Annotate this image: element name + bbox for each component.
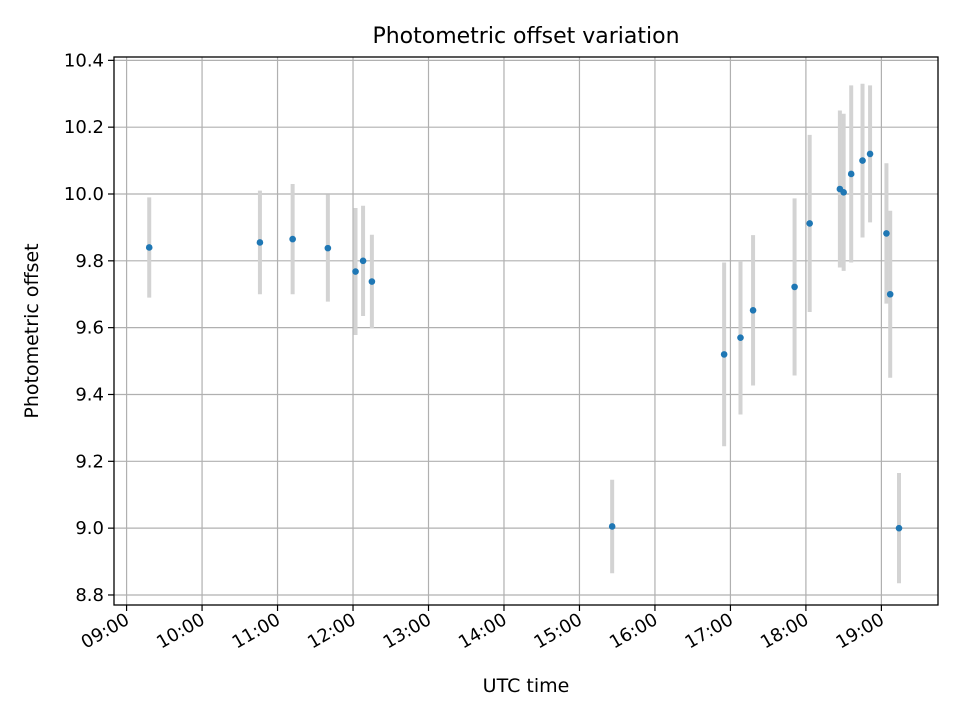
data-point [866,150,874,158]
y-axis: 8.8 9.0 9.2 9.4 9.6 9.8 10.0 10.2 10.4 [64,50,114,606]
data-point [791,283,798,291]
data-point [720,351,728,358]
y-tick-label: 10.2 [64,117,104,138]
x-tick-label: 18:00 [757,609,812,653]
y-tick-label: 9.6 [75,318,104,339]
x-tick-label: 09:00 [78,609,133,653]
chart-title: Photometric offset variation [372,24,679,49]
data-point [895,524,903,532]
y-tick-label: 9.4 [75,384,104,405]
y-tick-label: 10.0 [64,184,104,205]
x-tick-label: 10:00 [153,609,208,653]
x-tick-label: 14:00 [455,609,510,653]
x-tick-label: 15:00 [531,609,586,653]
grid [114,57,938,605]
plot-frame [113,56,939,606]
y-tick-label: 9.2 [75,451,104,472]
data-point [368,278,376,285]
x-tick-label: 12:00 [304,609,359,653]
x-axis-title: UTC time [483,675,570,697]
data-point [289,235,296,243]
x-tick-label: 13:00 [380,609,435,653]
data-point [352,268,359,275]
data-point [806,220,813,227]
x-tick-label: 19:00 [832,609,887,653]
y-tick-label: 10.4 [64,50,104,71]
y-tick-label: 9.8 [75,251,104,272]
plot-background [114,57,938,605]
data-point [145,244,153,251]
data-points [145,150,903,532]
x-tick-label: 16:00 [606,609,661,653]
data-point [324,244,332,252]
x-tick-label: 17:00 [682,609,737,653]
data-point [847,170,855,178]
data-point [749,306,757,314]
data-point [737,334,744,341]
data-point [886,290,894,298]
x-tick-label: 11:00 [229,609,284,653]
y-axis-title: Photometric offset [21,243,43,418]
data-point [883,230,890,237]
y-tick-label: 8.8 [75,585,104,606]
data-point [859,157,866,164]
y-tick-label: 9.0 [75,518,104,539]
x-axis: 09:00 10:00 11:00 12:00 13:00 14:00 15:00 16:00… [78,605,888,653]
data-point [359,257,367,265]
data-point [840,189,847,196]
data-point [256,239,264,246]
data-point [608,523,616,530]
